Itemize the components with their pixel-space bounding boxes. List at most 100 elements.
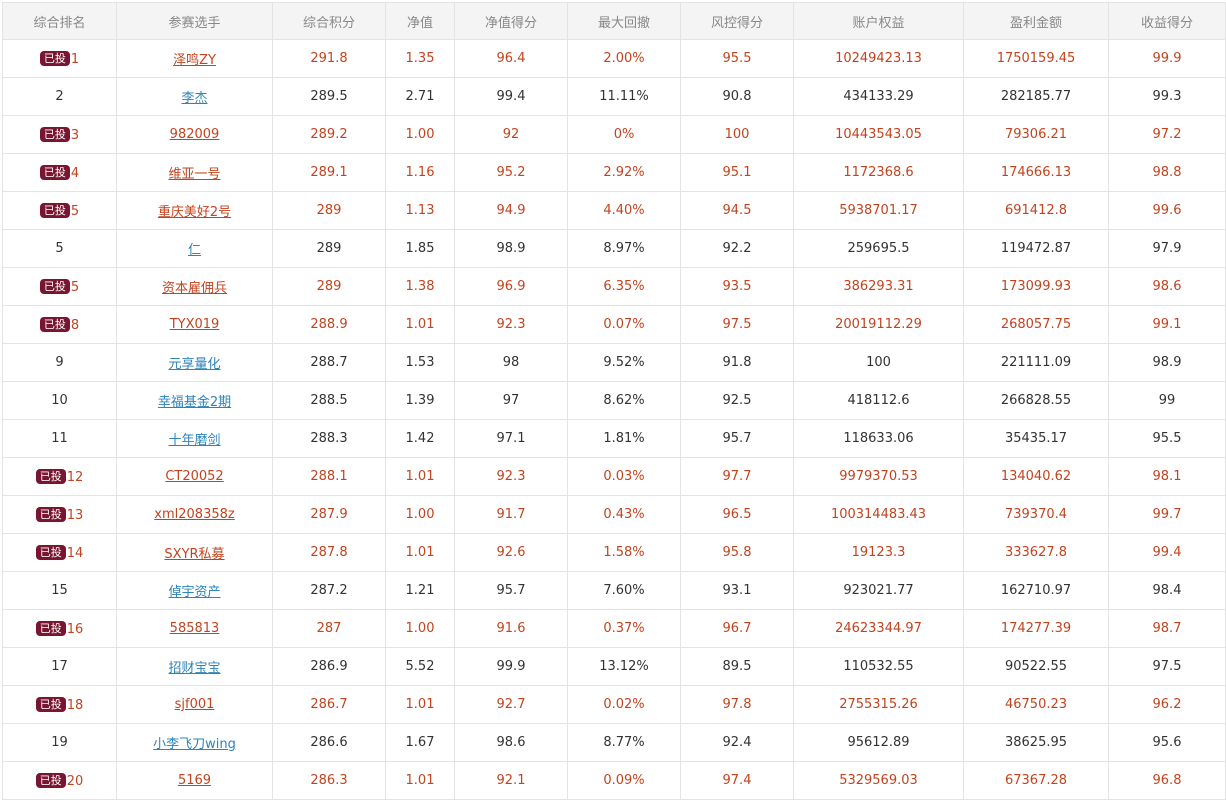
equity-cell: 20019112.29 bbox=[793, 305, 964, 344]
rank-cell: 已投 3 bbox=[2, 115, 117, 154]
return-score-cell: 95.6 bbox=[1108, 723, 1226, 762]
rank-value: 1 bbox=[70, 51, 80, 67]
drawdown-cell: 4.40% bbox=[567, 191, 681, 230]
equity-cell: 923021.77 bbox=[793, 571, 964, 610]
score-cell: 288.9 bbox=[272, 305, 386, 344]
player-cell: 小李飞刀wing bbox=[116, 723, 273, 762]
return-score-cell: 98.4 bbox=[1108, 571, 1226, 610]
nav-cell: 5.52 bbox=[385, 647, 455, 686]
drawdown-cell: 6.35% bbox=[567, 267, 681, 306]
rank-value: 4 bbox=[70, 165, 80, 181]
profit-cell: 67367.28 bbox=[963, 761, 1109, 800]
nav-cell: 1.16 bbox=[385, 153, 455, 192]
rank-cell: 已投 14 bbox=[2, 533, 117, 572]
player-link[interactable]: 幸福基金2期 bbox=[157, 395, 232, 410]
table-row: 19 小李飞刀wing 286.6 1.67 98.6 8.77% 92.4 95612.89… bbox=[2, 723, 1226, 762]
player-link[interactable]: 982009 bbox=[169, 127, 220, 142]
nav-score-cell: 97.1 bbox=[454, 419, 568, 458]
invested-badge: 已投 bbox=[39, 316, 70, 332]
risk-score-cell: 90.8 bbox=[680, 77, 794, 116]
risk-score-cell: 97.4 bbox=[680, 761, 794, 800]
drawdown-cell: 2.00% bbox=[567, 39, 681, 78]
return-score-cell: 96.8 bbox=[1108, 761, 1226, 800]
profit-cell: 266828.55 bbox=[963, 381, 1109, 420]
equity-cell: 100314483.43 bbox=[793, 495, 964, 534]
profit-cell: 282185.77 bbox=[963, 77, 1109, 116]
player-link[interactable]: 十年磨剑 bbox=[168, 433, 221, 448]
profit-cell: 46750.23 bbox=[963, 685, 1109, 724]
drawdown-cell: 8.77% bbox=[567, 723, 681, 762]
risk-score-cell: 95.8 bbox=[680, 533, 794, 572]
rank-cell: 11 bbox=[2, 419, 117, 458]
player-link[interactable]: xml208358z bbox=[154, 507, 235, 522]
player-link[interactable]: 元享量化 bbox=[168, 357, 221, 372]
score-cell: 288.5 bbox=[272, 381, 386, 420]
player-cell: 仁 bbox=[116, 229, 273, 268]
table-row: 已投 5 资本雇佣兵 289 1.38 96.9 6.35% 93.5 386293.31 173… bbox=[2, 267, 1226, 306]
player-link[interactable]: TYX019 bbox=[169, 317, 220, 332]
table-row: 11 十年磨剑 288.3 1.42 97.1 1.81% 95.7 118633.06 354… bbox=[2, 419, 1226, 458]
drawdown-cell: 0.07% bbox=[567, 305, 681, 344]
player-link[interactable]: 小李飞刀wing bbox=[153, 737, 236, 752]
player-cell: 元享量化 bbox=[116, 343, 273, 382]
rank-cell: 已投 12 bbox=[2, 457, 117, 496]
return-score-cell: 98.1 bbox=[1108, 457, 1226, 496]
player-link[interactable]: sjf001 bbox=[174, 697, 215, 712]
risk-score-cell: 92.5 bbox=[680, 381, 794, 420]
player-link[interactable]: 李杰 bbox=[181, 91, 208, 106]
nav-score-cell: 92.1 bbox=[454, 761, 568, 800]
player-link[interactable]: SXYR私募 bbox=[164, 547, 225, 562]
rank-cell: 9 bbox=[2, 343, 117, 382]
drawdown-cell: 7.60% bbox=[567, 571, 681, 610]
player-link[interactable]: 585813 bbox=[169, 621, 220, 636]
player-link[interactable]: 倬宇资产 bbox=[168, 585, 221, 600]
nav-score-cell: 98 bbox=[454, 343, 568, 382]
player-link[interactable]: 泽鸣ZY bbox=[173, 53, 216, 68]
player-cell: SXYR私募 bbox=[116, 533, 273, 572]
nav-cell: 1.01 bbox=[385, 457, 455, 496]
nav-cell: 1.85 bbox=[385, 229, 455, 268]
risk-score-cell: 93.1 bbox=[680, 571, 794, 610]
player-cell: 泽鸣ZY bbox=[116, 39, 273, 78]
risk-score-cell: 97.8 bbox=[680, 685, 794, 724]
player-link[interactable]: CT20052 bbox=[165, 469, 224, 484]
nav-score-cell: 92.7 bbox=[454, 685, 568, 724]
player-link[interactable]: 招财宝宝 bbox=[168, 661, 221, 676]
risk-score-cell: 96.7 bbox=[680, 609, 794, 648]
player-link[interactable]: 维亚一号 bbox=[168, 167, 221, 182]
nav-score-cell: 97 bbox=[454, 381, 568, 420]
player-cell: 982009 bbox=[116, 115, 273, 154]
nav-score-cell: 98.9 bbox=[454, 229, 568, 268]
header-return-score: 收益得分 bbox=[1108, 2, 1226, 40]
score-cell: 289 bbox=[272, 267, 386, 306]
player-link[interactable]: 重庆美好2号 bbox=[157, 205, 232, 220]
score-cell: 287.2 bbox=[272, 571, 386, 610]
equity-cell: 110532.55 bbox=[793, 647, 964, 686]
rank-cell: 已投 16 bbox=[2, 609, 117, 648]
risk-score-cell: 92.2 bbox=[680, 229, 794, 268]
nav-score-cell: 95.7 bbox=[454, 571, 568, 610]
player-link[interactable]: 资本雇佣兵 bbox=[161, 281, 227, 296]
header-score: 综合积分 bbox=[272, 2, 386, 40]
drawdown-cell: 8.97% bbox=[567, 229, 681, 268]
score-cell: 289.5 bbox=[272, 77, 386, 116]
table-row: 已投 18 sjf001 286.7 1.01 92.7 0.02% 97.8 2755315.… bbox=[2, 685, 1226, 724]
rank-cell: 已投 13 bbox=[2, 495, 117, 534]
nav-cell: 1.35 bbox=[385, 39, 455, 78]
risk-score-cell: 94.5 bbox=[680, 191, 794, 230]
nav-score-cell: 95.2 bbox=[454, 153, 568, 192]
rank-value: 3 bbox=[70, 127, 80, 143]
invested-badge: 已投 bbox=[39, 126, 70, 142]
equity-cell: 5938701.17 bbox=[793, 191, 964, 230]
rank-value: 10 bbox=[51, 393, 68, 408]
table-row: 5 仁 289 1.85 98.9 8.97% 92.2 259695.5 119472.87 9… bbox=[2, 229, 1226, 268]
score-cell: 286.3 bbox=[272, 761, 386, 800]
nav-cell: 1.01 bbox=[385, 533, 455, 572]
nav-score-cell: 92.3 bbox=[454, 457, 568, 496]
profit-cell: 119472.87 bbox=[963, 229, 1109, 268]
player-link[interactable]: 5169 bbox=[177, 773, 212, 788]
drawdown-cell: 0% bbox=[567, 115, 681, 154]
risk-score-cell: 91.8 bbox=[680, 343, 794, 382]
header-nav: 净值 bbox=[385, 2, 455, 40]
player-link[interactable]: 仁 bbox=[187, 243, 201, 258]
